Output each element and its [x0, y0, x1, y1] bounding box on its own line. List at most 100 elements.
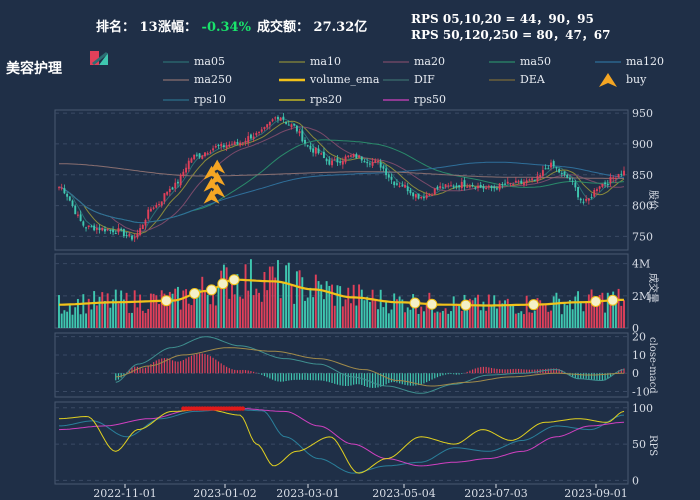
candle-body [312, 148, 315, 153]
volume-ytick-label: 2M [632, 290, 650, 303]
legend-label-ma20: ma20 [414, 55, 445, 68]
candle-body [609, 176, 612, 184]
candle-body [363, 161, 366, 163]
volume-bar [312, 297, 315, 328]
candle-body [185, 167, 188, 173]
volume-highlight-dot [217, 278, 229, 290]
volume-bar [368, 301, 371, 328]
xaxis-date-label: 2022-11-01 [93, 487, 156, 500]
volume-bar [414, 307, 417, 328]
candle-body [460, 181, 463, 189]
candle-body [490, 185, 493, 188]
volume-bar [450, 311, 452, 328]
candle-body [271, 119, 274, 122]
volume-bar [601, 292, 604, 328]
volume-bar [168, 291, 171, 328]
volume-bar [355, 305, 358, 328]
volume-bar [452, 296, 455, 328]
volume-bar [71, 314, 74, 328]
candle-body [285, 121, 288, 124]
volume-bar [190, 305, 193, 328]
volume-bar [412, 294, 415, 328]
volume-bar [409, 309, 412, 328]
sector-name: 美容护理 [6, 61, 62, 77]
legend-swatch-ma10 [279, 61, 305, 63]
candle-body [368, 163, 371, 165]
candle-body [614, 178, 617, 180]
candle-body [222, 145, 225, 148]
volume-bar [98, 296, 101, 328]
volume-bar [485, 310, 488, 328]
volume-bar [109, 307, 112, 328]
candle-body [504, 183, 507, 185]
legend-label-rps20: rps20 [310, 93, 342, 106]
legend-swatch-ma20 [383, 61, 409, 63]
candle-body [331, 160, 333, 166]
candle-body [252, 136, 255, 139]
candle-body [341, 160, 344, 165]
volume-bar [249, 259, 252, 328]
candle-body [471, 184, 474, 187]
candle-body [441, 187, 444, 189]
turnover-text: 成交额： 27.32亿 [257, 16, 367, 35]
volume-bar [609, 302, 612, 328]
turnover-label: 成交额： [257, 20, 310, 35]
volume-bar [514, 313, 517, 328]
volume-bar [255, 288, 258, 328]
candle-body [433, 188, 436, 195]
legend-label-ma120: ma120 [626, 55, 664, 68]
candle-body [374, 160, 377, 163]
volume-bar [133, 290, 136, 328]
candle-body [279, 117, 282, 121]
volume-highlight-dot [528, 299, 540, 311]
candle-body [431, 194, 434, 196]
candle-body [541, 170, 544, 176]
candle-body [209, 151, 212, 153]
macd-ylabel: close-macd [647, 337, 658, 394]
rps50-line [58, 408, 625, 467]
candle-body [495, 188, 498, 190]
volume-bar [387, 313, 390, 328]
candle-body [436, 186, 439, 189]
panel-frame-1 [54, 109, 629, 251]
candle-body [66, 193, 69, 197]
volume-bar [474, 297, 477, 328]
candle-body [560, 173, 563, 175]
candle-body [387, 174, 390, 178]
volume-bar [268, 266, 271, 328]
candle-body [174, 182, 177, 189]
volume-bar [552, 296, 555, 328]
ma250-line [59, 163, 624, 179]
candle-body [498, 183, 501, 190]
volume-bar [163, 293, 166, 328]
candle-body [322, 151, 325, 159]
turnover-value: 27.32亿 [313, 20, 368, 35]
candle-body [225, 145, 228, 149]
candle-body [301, 130, 304, 142]
candle-body [444, 184, 447, 187]
candle-body [393, 181, 396, 186]
volume-bar [247, 290, 250, 328]
volume-highlight-dot [228, 274, 240, 286]
volume-bar [531, 312, 534, 328]
volume-bar [574, 296, 577, 328]
candle-body [463, 180, 466, 187]
rps-line-1: RPS 05,10,20 = 44，90，95 [411, 12, 594, 26]
legend-swatch-volume-ema [279, 78, 305, 82]
candle-body [612, 177, 615, 179]
candle-body [493, 186, 496, 189]
volume-bar [479, 310, 482, 328]
volume-bar [68, 303, 71, 328]
candle-body [466, 186, 469, 188]
legend-swatch-rps10 [163, 99, 189, 101]
volume-bar [117, 303, 120, 328]
candle-body [450, 185, 452, 187]
volume-bar [493, 295, 496, 328]
price-ytick-label: 750 [632, 230, 653, 243]
candle-body [68, 196, 71, 201]
legend-label-buy: buy [626, 73, 647, 86]
volume-bar [220, 270, 223, 328]
candle-body [155, 205, 158, 208]
volume-bar [87, 298, 90, 328]
rps-line-2: RPS 50,120,250 = 80，47，67 [411, 28, 611, 42]
